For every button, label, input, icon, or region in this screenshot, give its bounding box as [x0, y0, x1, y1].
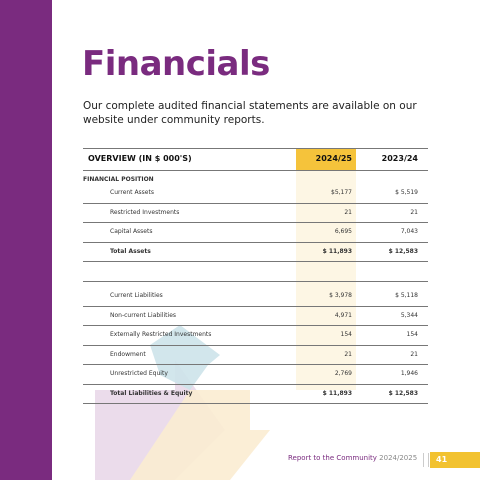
section-label: FINANCIAL POSITION — [83, 176, 154, 183]
row-value: $ 11,893 — [322, 247, 352, 255]
row-label: Capital Assets — [110, 228, 153, 235]
title: Financials — [82, 44, 270, 84]
column-header: 2023/24 — [381, 154, 418, 163]
row-label: Non-current Liabilities — [110, 311, 177, 319]
row-value: $ 5,118 — [395, 292, 418, 299]
highlight-column — [296, 170, 356, 390]
footer: Report to the Community 2024/2025 — [288, 454, 417, 462]
row-label: Restricted Investments — [110, 208, 180, 216]
header-highlight — [296, 148, 356, 170]
row-value: 4,971 — [334, 311, 352, 319]
rule — [83, 241, 428, 243]
rule — [83, 383, 428, 385]
row-value: 6,695 — [334, 228, 352, 235]
row-value: 2,769 — [334, 370, 352, 377]
row-value: 21 — [344, 350, 352, 358]
intro: Our complete audited financial statement… — [83, 100, 417, 126]
row-value: $5,177 — [331, 189, 352, 196]
rule — [83, 170, 428, 171]
row-label: Endowment — [110, 350, 146, 358]
row-label: Unrestricted Equity — [110, 370, 168, 377]
row-value: 7,043 — [400, 228, 418, 235]
separator — [423, 453, 429, 467]
rule — [83, 305, 428, 307]
rule — [83, 202, 428, 204]
row-value: $ 11,893 — [322, 389, 352, 397]
rule — [83, 325, 428, 326]
rule — [83, 222, 428, 223]
row-value: 5,344 — [400, 311, 418, 319]
side-bar — [0, 0, 52, 480]
row-value: $ 12,583 — [388, 247, 418, 255]
row-label: Current Liabilities — [110, 292, 163, 299]
row-value: 21 — [344, 208, 352, 216]
column-header: OVERVIEW (IN $ 000'S) — [88, 154, 192, 163]
row-value: 1,946 — [400, 370, 418, 377]
row-value: $ 3,978 — [329, 292, 352, 299]
rule — [83, 281, 428, 282]
rule — [83, 261, 428, 262]
row-value: 154 — [340, 331, 352, 338]
rule — [83, 344, 428, 346]
column-header: 2024/25 — [315, 154, 352, 163]
row-value: 21 — [410, 208, 418, 216]
row-label: Current Assets — [110, 189, 154, 196]
rule — [83, 364, 428, 365]
page-number: 41 — [430, 452, 480, 468]
row-value: $ 5,519 — [395, 189, 418, 196]
rule — [83, 403, 428, 404]
footer-report: Report to the Community — [288, 454, 377, 462]
row-label: Total Assets — [110, 247, 151, 255]
footer-year: 2024/2025 — [379, 454, 418, 462]
row-value: $ 12,583 — [388, 389, 418, 397]
row-value: 21 — [410, 350, 418, 358]
row-value: 154 — [406, 331, 418, 338]
row-label: Externally Restricted Investments — [110, 331, 212, 338]
rule — [83, 148, 428, 149]
row-label: Total Liabilities & Equity — [110, 389, 193, 397]
